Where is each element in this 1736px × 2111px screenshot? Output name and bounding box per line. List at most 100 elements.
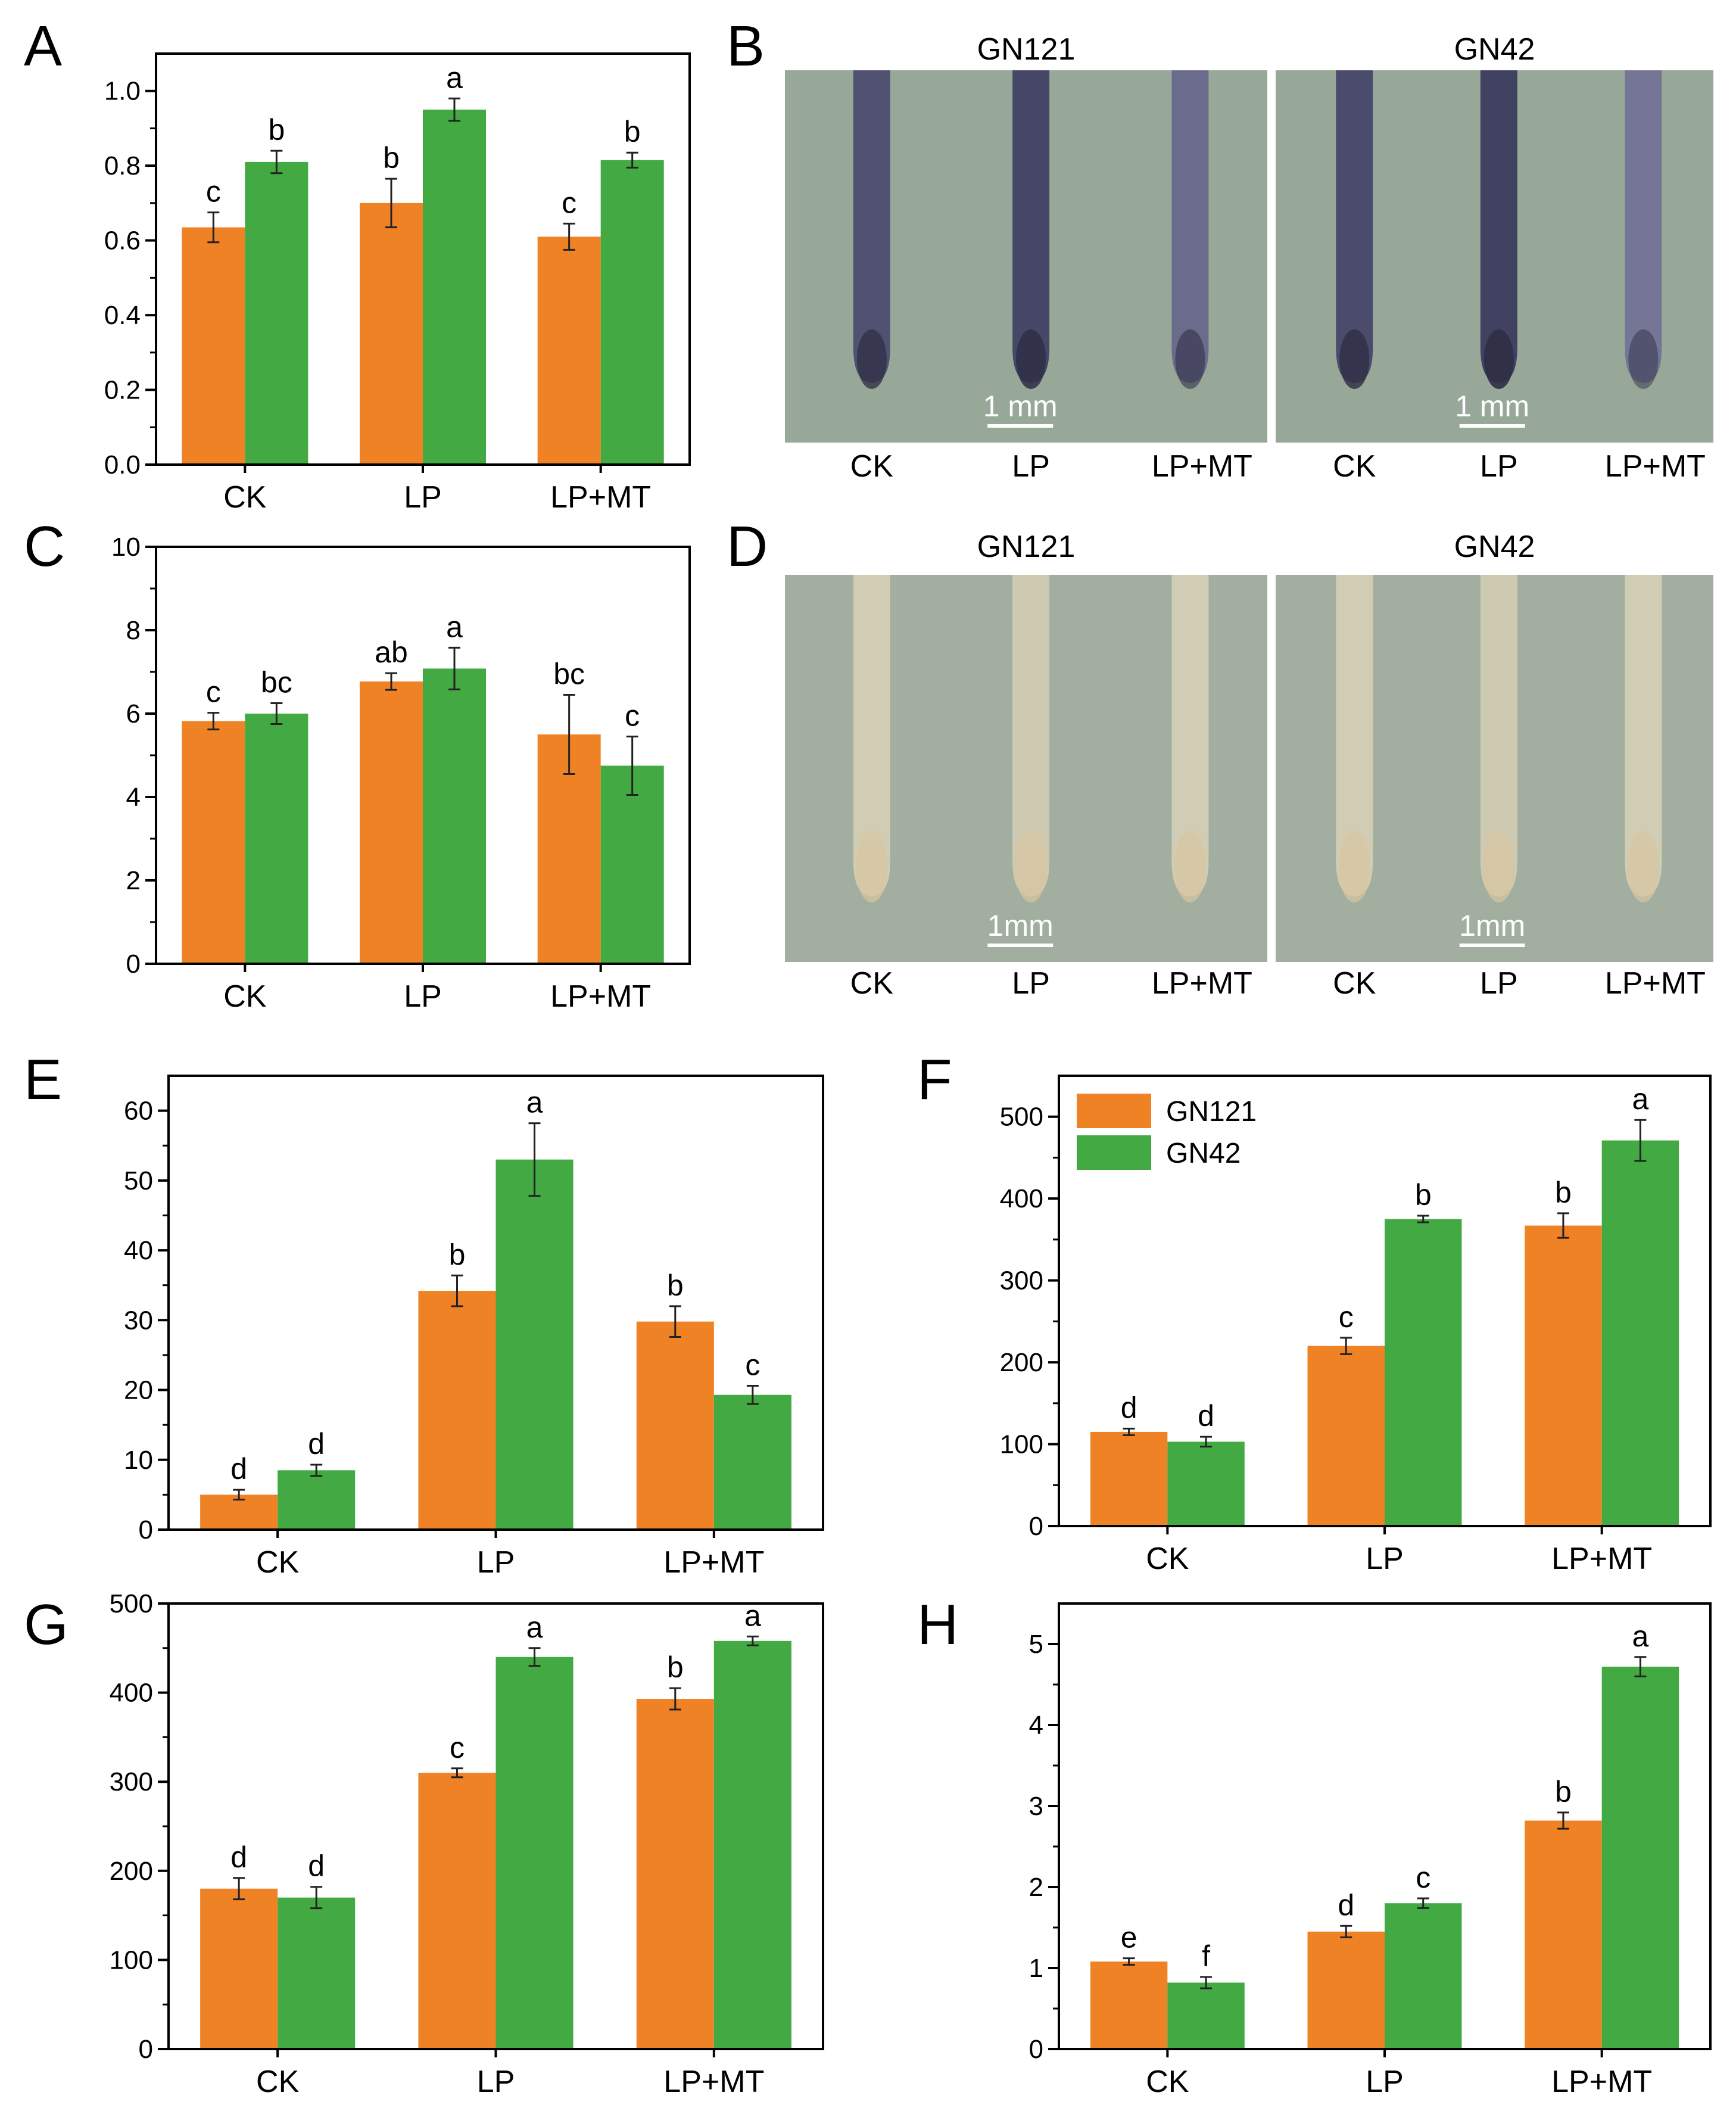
treatment-label: LP — [1012, 449, 1050, 484]
chart-panel-A: Ac b c b a b 0.0 0.2 0.4 0.6 0.8 1.0 CK LP LP+MT — [24, 14, 691, 515]
significance-letter: c — [745, 1349, 760, 1382]
y-tick-label: 6 — [126, 699, 141, 728]
significance-letter: c — [562, 186, 576, 219]
treatment-label: LP+MT — [1152, 966, 1252, 1001]
significance-letter: d — [230, 1452, 247, 1486]
significance-letter: d — [1338, 1888, 1354, 1922]
y-tick-label: 40 — [124, 1236, 153, 1265]
root-image — [1625, 575, 1662, 896]
y-tick-label: 0.8 — [104, 151, 141, 180]
bar — [278, 1470, 356, 1530]
treatment-label: LP+MT — [1152, 449, 1252, 484]
bar — [537, 236, 601, 465]
significance-letter: c — [625, 699, 640, 733]
bar — [1525, 1820, 1602, 2049]
panel-letter: H — [917, 1593, 958, 1657]
y-tick-label: 30 — [124, 1306, 153, 1335]
bar — [600, 160, 664, 465]
bar — [423, 110, 487, 465]
bar — [713, 1640, 791, 2049]
root-image — [1480, 70, 1517, 383]
root-image — [853, 70, 890, 383]
panel-letter: C — [24, 515, 65, 578]
root-image — [1171, 70, 1209, 383]
significance-letter: b — [667, 1651, 684, 1684]
x-category-label: CK — [1146, 1542, 1189, 1576]
significance-letter: bc — [553, 658, 585, 691]
bar — [278, 1897, 356, 2049]
y-tick-label: 1.0 — [104, 77, 141, 106]
chart-panel-C: Cc ab bc bc a c 0 2 4 6 8 10 CK LP LP+MT — [24, 515, 691, 1014]
root-tip-stain — [1015, 831, 1048, 902]
treatment-label: LP — [1012, 966, 1050, 1001]
significance-letter: a — [446, 61, 463, 94]
bar — [636, 1699, 714, 2049]
significance-letter: a — [1632, 1082, 1648, 1116]
y-tick-label: 300 — [110, 1767, 153, 1796]
y-tick-label: 3 — [1029, 1792, 1043, 1821]
significance-letter: b — [449, 1238, 466, 1271]
y-tick-label: 10 — [124, 1446, 153, 1475]
x-category-label: LP — [1366, 1542, 1404, 1576]
root-tip-stain — [1628, 329, 1659, 389]
root-tip-stain — [855, 831, 888, 902]
legend-label: GN121 — [1166, 1096, 1257, 1128]
significance-letter: b — [667, 1269, 684, 1302]
legend-swatch — [1077, 1094, 1151, 1128]
y-tick-label: 200 — [110, 1857, 153, 1886]
root-tip-stain — [1339, 329, 1370, 389]
root-tip-stain — [1627, 831, 1660, 902]
y-tick-label: 200 — [1000, 1348, 1043, 1377]
bar — [636, 1321, 714, 1530]
x-category-label: LP+MT — [663, 2065, 764, 2099]
y-tick-label: 0 — [1029, 1512, 1043, 1541]
significance-letter: b — [1555, 1176, 1572, 1209]
y-tick-label: 20 — [124, 1376, 153, 1405]
chart-panel-H: He d b f c a 0 1 2 3 4 5 CK LP LP+MT — [917, 1593, 1712, 2099]
y-tick-label: 1 — [1029, 1954, 1043, 1983]
root-image — [1171, 575, 1209, 896]
y-tick-label: 0 — [126, 949, 141, 979]
bar — [1525, 1225, 1602, 1526]
photo-group-title: GN121 — [977, 32, 1076, 67]
bar — [418, 1773, 496, 2049]
photo-group-title: GN42 — [1454, 530, 1535, 564]
bar — [418, 1291, 496, 1530]
significance-letter: c — [450, 1731, 465, 1764]
chart-panel-E: Ed b b d a c 0 10 20 30 40 50 60 CK LP LP+MT — [24, 1048, 824, 1580]
root-image — [1480, 575, 1517, 896]
significance-letter: a — [446, 610, 463, 643]
bar — [1385, 1219, 1462, 1526]
panel-letter: G — [24, 1593, 68, 1657]
panel-letter: D — [727, 515, 768, 578]
significance-letter: ab — [375, 636, 408, 669]
y-tick-label: 0 — [139, 2035, 153, 2064]
root-image — [853, 575, 890, 896]
y-tick-label: 0.2 — [104, 376, 141, 405]
bar — [1167, 1441, 1245, 1526]
treatment-label: CK — [850, 966, 894, 1001]
y-tick-label: 400 — [1000, 1184, 1043, 1213]
significance-letter: c — [1339, 1300, 1354, 1334]
root-tip-stain — [1482, 831, 1515, 902]
x-category-label: LP+MT — [550, 480, 651, 515]
bar — [423, 668, 487, 964]
treatment-label: LP+MT — [1605, 449, 1706, 484]
x-category-label: LP+MT — [1551, 1542, 1652, 1576]
scale-bar-label: 1 mm — [983, 390, 1058, 423]
y-tick-label: 8 — [126, 616, 141, 645]
treatment-label: CK — [850, 449, 894, 484]
significance-letter: b — [624, 115, 641, 148]
x-category-label: LP+MT — [550, 979, 651, 1014]
y-tick-label: 300 — [1000, 1266, 1043, 1296]
photo-group-title: GN121 — [977, 530, 1076, 564]
panel-letter: A — [24, 14, 62, 78]
significance-letter: b — [268, 113, 285, 147]
y-tick-label: 0.0 — [104, 450, 141, 480]
bar — [359, 681, 423, 964]
y-tick-label: 0 — [1029, 2035, 1043, 2064]
x-category-label: LP — [477, 2065, 515, 2099]
scale-bar-label: 1 mm — [1455, 390, 1529, 423]
y-tick-label: 400 — [110, 1679, 153, 1708]
